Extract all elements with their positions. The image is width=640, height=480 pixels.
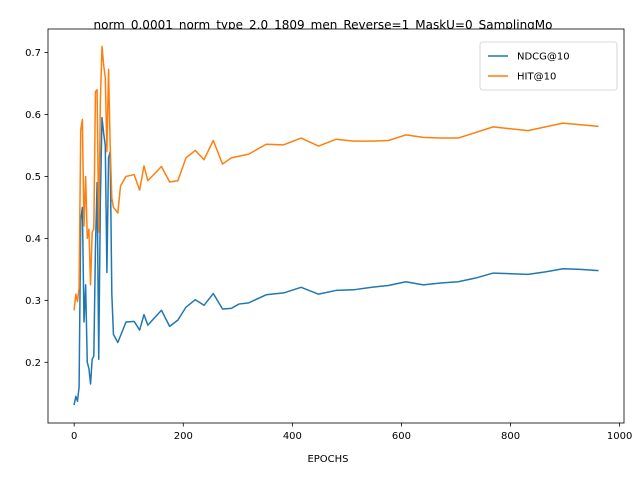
series-line-hit-10: [73, 45, 599, 311]
plot-background: [48, 29, 624, 423]
y-tick-label: 0.4: [25, 234, 41, 245]
axes-frame: [47, 28, 625, 424]
y-tick-label: 0.6: [25, 110, 41, 121]
y-tick-label: 0.5: [25, 172, 41, 183]
x-tick-label: 600: [392, 431, 411, 442]
plot-area: [48, 29, 624, 423]
x-tick-label: 400: [283, 431, 302, 442]
x-axis-label: EPOCHS: [307, 454, 348, 465]
legend: NDCG@10 HIT@10: [479, 41, 618, 91]
y-tick-label: 0.7: [25, 48, 41, 59]
series-line-ndcg-10: [73, 116, 599, 406]
y-tick-label: 0.3: [25, 296, 41, 307]
axes-layer: 0 200 400 600 800 1000 0.2 0.3 0.4 0.5 0.6 0.7: [25, 28, 632, 442]
x-tick-label: 800: [501, 431, 520, 442]
x-tick-label: 200: [174, 431, 193, 442]
x-tick-label: 1000: [607, 431, 632, 442]
legend-label-ndcg-10: NDCG@10: [517, 52, 570, 63]
x-tick-label: 0: [71, 431, 77, 442]
legend-label-hit-10: HIT@10: [517, 72, 556, 83]
series-layer: [73, 45, 599, 406]
chart-title: _norm_0.0001_norm_type_2.0_1809_men_Reve…: [87, 18, 553, 32]
y-tick-label: 0.2: [25, 358, 41, 369]
legend-box: [479, 41, 618, 91]
